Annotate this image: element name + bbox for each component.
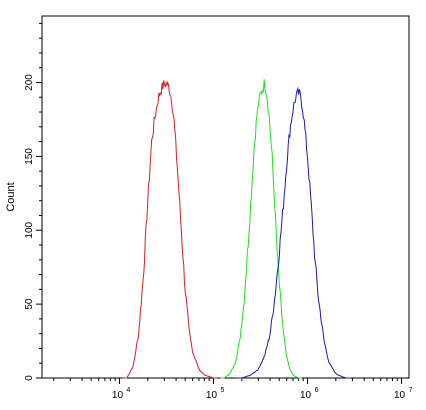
histogram-series-2 [220,79,302,379]
x-tick-label: 10 [300,390,312,401]
x-tick-label: 10 [112,390,124,401]
y-axis: 0 50 100 150 200 [24,22,42,381]
x-tick-label: 10 [206,390,218,401]
y-tick-label: 200 [24,74,35,91]
y-tick-label: 100 [24,221,35,238]
histogram-series-3 [237,86,350,379]
y-tick-label: 0 [24,375,35,381]
y-axis-title: Count [5,182,17,211]
x-tick-label: 10 [394,390,406,401]
y-tick-label: 150 [24,148,35,165]
histogram-series-1 [122,80,218,379]
series-layer [122,79,350,379]
x-tick-exponent: 7 [409,387,413,394]
x-tick-exponent: 5 [221,387,225,394]
x-tick-exponent: 4 [127,387,131,394]
x-tick-exponent: 6 [315,387,319,394]
x-axis: 10 4 10 5 10 6 10 7 [53,378,413,401]
plot-area-frame [41,15,410,379]
y-tick-label: 50 [24,298,35,310]
